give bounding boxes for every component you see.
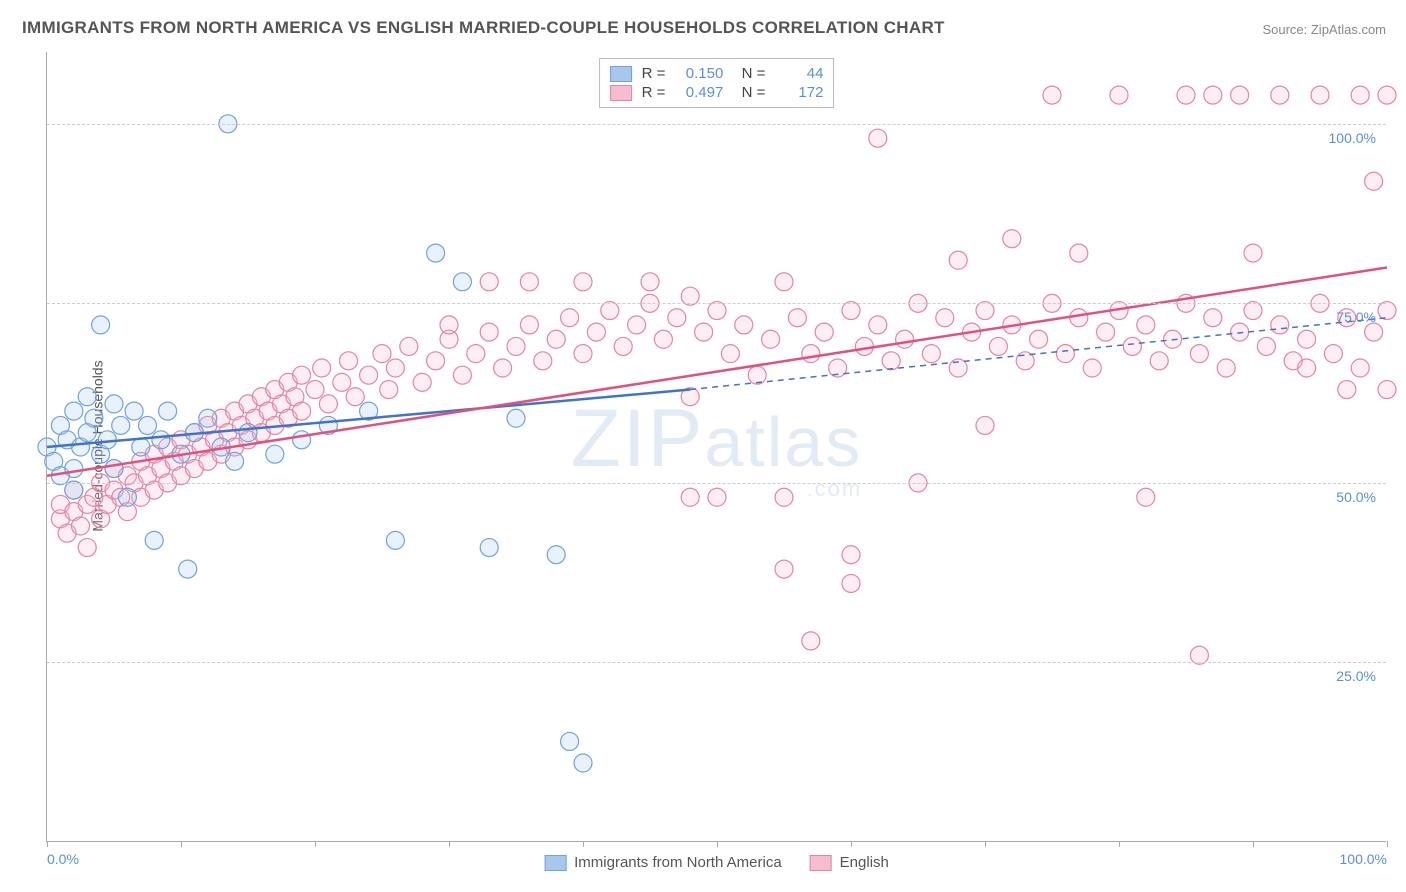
legend-bottom: Immigrants from North America English bbox=[544, 854, 889, 871]
legend-stats: R = 0.150 N = 44 R = 0.497 N = 172 bbox=[599, 58, 835, 108]
legend-item-0: Immigrants from North America bbox=[544, 854, 782, 871]
scatter-svg bbox=[47, 52, 1386, 841]
source-label: Source: ZipAtlas.com bbox=[1262, 22, 1386, 37]
legend-r-label: R = bbox=[642, 84, 666, 101]
legend-stats-row-0: R = 0.150 N = 44 bbox=[610, 65, 824, 82]
y-tick-label: 25.0% bbox=[1336, 668, 1376, 684]
y-tick-label: 75.0% bbox=[1336, 309, 1376, 325]
legend-n-label: N = bbox=[733, 84, 765, 101]
legend-r-label: R = bbox=[642, 65, 666, 82]
y-tick-label: 50.0% bbox=[1336, 489, 1376, 505]
legend-swatch-1 bbox=[610, 85, 632, 101]
legend-label-0: Immigrants from North America bbox=[574, 854, 782, 871]
legend-swatch-0 bbox=[610, 66, 632, 82]
legend-n-label: N = bbox=[733, 65, 765, 82]
legend-swatch-bottom-1 bbox=[810, 855, 832, 871]
legend-label-1: English bbox=[840, 854, 889, 871]
legend-stats-row-1: R = 0.497 N = 172 bbox=[610, 84, 824, 101]
legend-item-1: English bbox=[810, 854, 889, 871]
legend-n-value-0: 44 bbox=[775, 65, 823, 82]
legend-n-value-1: 172 bbox=[775, 84, 823, 101]
y-tick-label: 100.0% bbox=[1329, 130, 1376, 146]
x-tick-label: 0.0% bbox=[47, 851, 79, 867]
legend-r-value-1: 0.497 bbox=[675, 84, 723, 101]
x-tick-label: 100.0% bbox=[1340, 851, 1387, 867]
legend-r-value-0: 0.150 bbox=[675, 65, 723, 82]
legend-swatch-bottom-0 bbox=[544, 855, 566, 871]
chart-title: IMMIGRANTS FROM NORTH AMERICA VS ENGLISH… bbox=[22, 18, 945, 38]
plot-area: ZIPatlas.com R = 0.150 N = 44 R = 0.497 … bbox=[46, 52, 1386, 842]
